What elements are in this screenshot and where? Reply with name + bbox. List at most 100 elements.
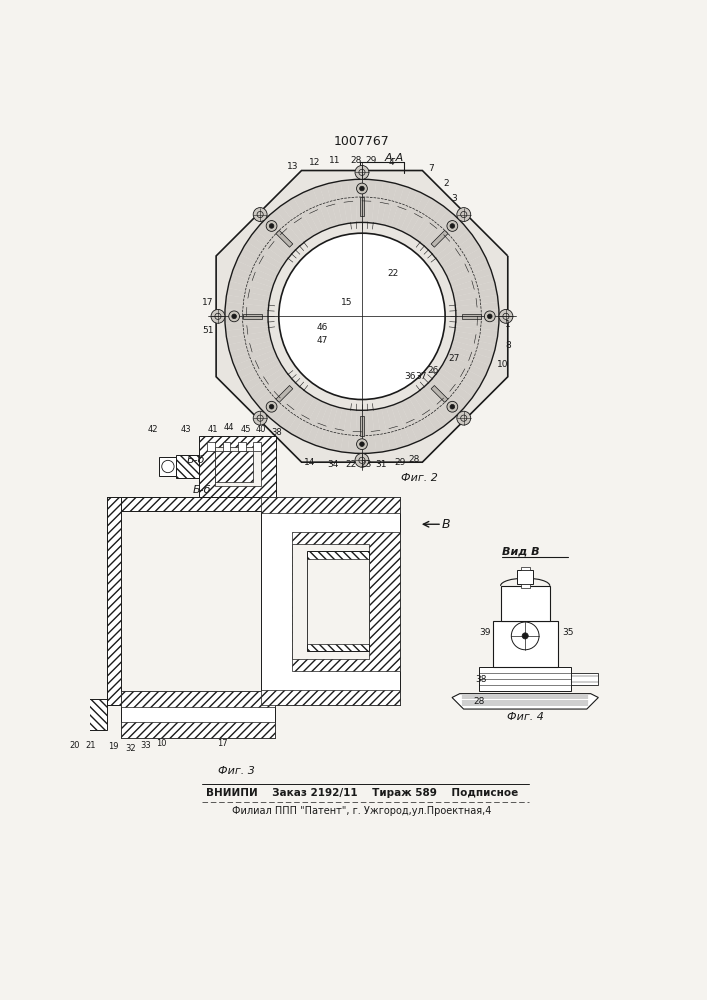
Wedge shape (306, 188, 328, 231)
Circle shape (360, 442, 364, 446)
Text: 29: 29 (395, 458, 406, 467)
Wedge shape (312, 404, 333, 447)
Circle shape (457, 411, 471, 425)
Bar (518, 570, 533, 584)
Wedge shape (409, 395, 437, 435)
Text: 21: 21 (85, 741, 95, 750)
Wedge shape (225, 302, 269, 311)
Circle shape (253, 208, 267, 221)
Wedge shape (443, 359, 484, 385)
Text: 41: 41 (208, 425, 218, 434)
Bar (121, 691, 275, 738)
Circle shape (279, 233, 445, 400)
Circle shape (447, 401, 457, 412)
Text: 34: 34 (327, 460, 339, 469)
Wedge shape (348, 179, 357, 223)
Wedge shape (421, 210, 454, 247)
Wedge shape (230, 274, 273, 292)
Text: 32: 32 (125, 744, 136, 753)
Text: Филиал ППП "Патент", г. Ужгород,ул.Проектная,4: Филиал ППП "Патент", г. Ужгород,ул.Проек… (233, 806, 491, 816)
Text: 10: 10 (497, 360, 508, 369)
Bar (215, 451, 253, 482)
Wedge shape (455, 302, 499, 311)
Text: 44: 44 (223, 424, 234, 432)
Bar (199, 436, 276, 497)
Wedge shape (225, 309, 268, 316)
Wedge shape (425, 214, 459, 250)
Wedge shape (421, 386, 454, 423)
Circle shape (232, 314, 236, 319)
Bar (43, 705, 54, 721)
Wedge shape (251, 372, 289, 403)
Wedge shape (400, 191, 424, 233)
Wedge shape (243, 242, 284, 269)
Bar (107, 497, 121, 705)
Wedge shape (265, 383, 299, 418)
Wedge shape (226, 331, 270, 345)
Bar (238, 442, 246, 451)
Wedge shape (226, 326, 269, 338)
Wedge shape (382, 407, 397, 450)
Polygon shape (216, 171, 508, 462)
Wedge shape (362, 410, 369, 453)
Circle shape (511, 622, 539, 650)
Circle shape (450, 224, 455, 228)
Wedge shape (404, 398, 431, 438)
Text: 17: 17 (217, 739, 228, 748)
Bar (308, 559, 369, 644)
Wedge shape (334, 408, 347, 452)
Text: 1: 1 (506, 320, 511, 329)
Wedge shape (234, 350, 276, 372)
Text: 17: 17 (202, 298, 214, 307)
Wedge shape (247, 368, 286, 397)
Wedge shape (247, 236, 286, 265)
Wedge shape (355, 179, 362, 223)
Polygon shape (360, 197, 364, 216)
Circle shape (356, 183, 368, 194)
Bar (261, 497, 399, 705)
Wedge shape (327, 182, 342, 226)
Wedge shape (255, 225, 292, 257)
Wedge shape (232, 267, 274, 287)
Polygon shape (276, 230, 293, 247)
Bar (65, 699, 107, 730)
Text: 45: 45 (240, 425, 251, 434)
Text: 43: 43 (180, 425, 191, 434)
Circle shape (211, 309, 225, 323)
Text: Б-б: Б-б (187, 455, 205, 465)
Text: 33: 33 (140, 741, 151, 750)
Wedge shape (456, 316, 499, 324)
Wedge shape (230, 341, 273, 359)
Wedge shape (372, 180, 383, 224)
Wedge shape (270, 386, 303, 423)
Text: 51: 51 (202, 326, 214, 335)
Wedge shape (281, 201, 311, 240)
Wedge shape (334, 181, 347, 224)
Wedge shape (454, 288, 497, 302)
Wedge shape (232, 345, 274, 365)
Text: 4: 4 (388, 158, 394, 167)
Text: 23: 23 (360, 460, 371, 469)
Bar (160, 457, 176, 476)
Wedge shape (341, 180, 352, 224)
Text: 39: 39 (479, 628, 491, 637)
Wedge shape (234, 261, 276, 283)
Wedge shape (391, 404, 411, 447)
Wedge shape (270, 210, 303, 247)
Bar (520, 584, 530, 588)
Circle shape (269, 224, 274, 228)
Wedge shape (455, 295, 498, 307)
Wedge shape (438, 368, 477, 397)
Wedge shape (327, 407, 342, 450)
Wedge shape (413, 392, 443, 431)
Wedge shape (448, 350, 490, 372)
Circle shape (253, 411, 267, 425)
Text: 11: 11 (329, 156, 341, 165)
Wedge shape (391, 186, 411, 229)
Wedge shape (386, 184, 404, 227)
Bar (261, 497, 399, 513)
Wedge shape (367, 179, 376, 223)
Wedge shape (443, 248, 484, 274)
Circle shape (356, 439, 368, 450)
Wedge shape (225, 321, 269, 331)
